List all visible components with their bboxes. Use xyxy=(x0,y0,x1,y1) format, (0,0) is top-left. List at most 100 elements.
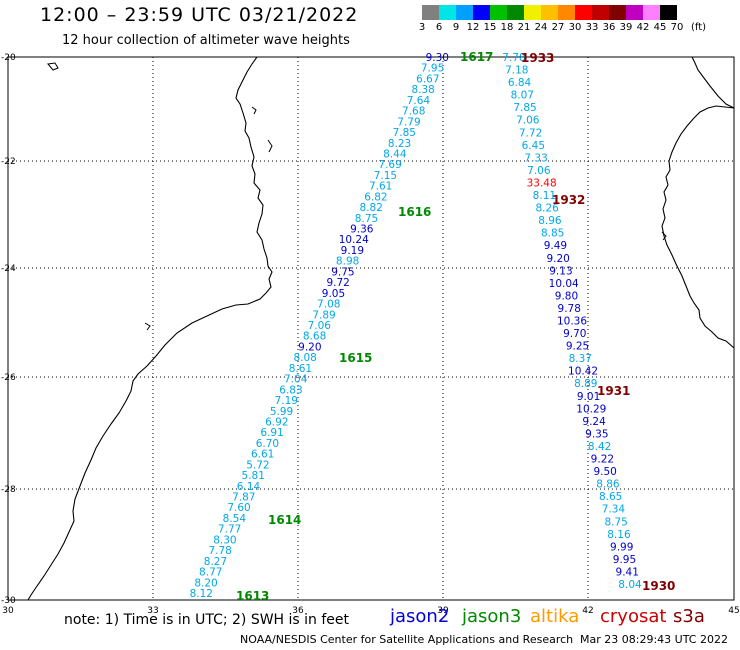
legend-swatch xyxy=(660,5,677,20)
axis-labels: 30 33 36 39 42 45 -20 -22 -24 -26 -28 -30 xyxy=(1,53,740,616)
wave-height-label: 7.18 xyxy=(505,65,528,77)
wave-height-label: 10.24 xyxy=(339,234,369,246)
legend-swatch xyxy=(456,5,473,20)
wave-height-label: 9.50 xyxy=(593,466,616,478)
wave-height-label: 8.42 xyxy=(588,441,611,453)
wave-height-label: 6.14 xyxy=(237,481,261,493)
lon-tick-label: 39 xyxy=(437,606,449,616)
wave-height-label: 8.12 xyxy=(190,588,213,600)
wave-height-label: 9.25 xyxy=(566,341,589,353)
legend-label: 42 xyxy=(636,22,650,33)
coast-detail-1 xyxy=(251,106,257,115)
wave-height-label: 6.84 xyxy=(508,77,532,89)
wave-height-label: 7.72 xyxy=(519,127,542,139)
legend-label: 27 xyxy=(551,22,565,33)
wave-height-label: 7.19 xyxy=(275,395,298,407)
wave-height-label: 8.82 xyxy=(360,202,383,214)
madagascar-islet xyxy=(661,231,667,241)
lon-tick-label: 30 xyxy=(2,606,14,616)
map-frame xyxy=(7,56,735,601)
legend-jason2: jason2 xyxy=(390,606,450,627)
legend-label: 39 xyxy=(619,22,633,33)
wave-height-label: 8.38 xyxy=(411,84,434,96)
pass-time-label: 1932 xyxy=(552,193,585,207)
wave-height-label: 9.30 xyxy=(426,52,449,64)
wave-height-label: 9.05 xyxy=(322,288,345,300)
legend-label: 70 xyxy=(670,22,684,33)
wave-height-label: 7.15 xyxy=(374,170,397,182)
pass-time-label: 1933 xyxy=(521,51,554,65)
pass-time-label: 1931 xyxy=(597,384,630,398)
wave-height-label: 9.70 xyxy=(563,328,586,340)
coast-detail-3 xyxy=(144,322,151,331)
wave-height-label: 8.89 xyxy=(574,378,597,390)
wave-height-label: 7.78 xyxy=(208,545,231,557)
legend-label: 24 xyxy=(534,22,548,33)
wave-height-label: 9.01 xyxy=(577,391,600,403)
wave-height-label: 10.36 xyxy=(557,316,587,328)
wave-height-label: 6.91 xyxy=(260,427,283,439)
wave-height-label: 9.80 xyxy=(555,290,578,302)
wave-height-label: 7.60 xyxy=(227,502,250,514)
wave-height-label: 8.54 xyxy=(223,513,247,525)
wave-height-label: 8.27 xyxy=(204,556,227,568)
pass-time-label: 1613 xyxy=(236,589,269,603)
wave-height-label: 7.68 xyxy=(402,106,425,118)
wave-height-label: 6.82 xyxy=(364,191,387,203)
wave-height-label: 6.45 xyxy=(522,140,545,152)
wave-height-label: 9.20 xyxy=(546,253,569,265)
legend-label: 18 xyxy=(500,22,514,33)
legend-swatch xyxy=(524,5,541,20)
wave-height-label: 7.33 xyxy=(524,152,547,164)
wave-height-label: 33.48 xyxy=(527,177,557,189)
wave-height-label: 5.72 xyxy=(246,459,269,471)
wave-height-label: 7.34 xyxy=(602,504,626,516)
legend-swatch xyxy=(473,5,490,20)
wave-height-label: 7.87 xyxy=(232,492,255,504)
legend-jason3: jason3 xyxy=(462,606,522,627)
wave-height-label: 8.20 xyxy=(194,577,217,589)
legend-swatch xyxy=(541,5,558,20)
legend-unit: (ft) xyxy=(691,22,707,33)
wave-height-label: 9.41 xyxy=(616,566,639,578)
lat-tick-label: -28 xyxy=(1,485,16,495)
legend-cryosat: cryosat xyxy=(600,606,667,627)
wave-height-label: 8.75 xyxy=(355,213,378,225)
wave-height-label: 8.30 xyxy=(213,534,236,546)
legend-swatch xyxy=(626,5,643,20)
wave-height-label: 5.99 xyxy=(270,406,293,418)
legend-label: 3 xyxy=(418,22,426,33)
wave-height-label: 10.29 xyxy=(576,403,606,415)
legend-swatch xyxy=(609,5,626,20)
legend-label: 15 xyxy=(483,22,497,33)
wave-height-label: 7.85 xyxy=(393,127,416,139)
wave-height-label: 6.92 xyxy=(265,416,288,428)
wave-height-label: 7.77 xyxy=(218,524,241,536)
pass-time-label: 1616 xyxy=(398,205,431,219)
wave-height-label: 9.13 xyxy=(549,265,572,277)
wave-height-label: 7.64 xyxy=(407,95,431,107)
legend-s3a: s3a xyxy=(673,606,705,627)
lake-feature xyxy=(47,62,59,71)
wave-height-label: 5.81 xyxy=(242,470,265,482)
wave-height-label: 7.95 xyxy=(421,63,444,75)
legend-swatch xyxy=(439,5,456,20)
madagascar-coastline xyxy=(661,56,735,349)
footer-timestamp: Mar 23 08:29:43 UTC 2022 xyxy=(580,633,728,646)
lat-tick-label: -20 xyxy=(1,53,16,63)
lat-tick-label: -22 xyxy=(1,157,16,167)
legend-label: 36 xyxy=(602,22,616,33)
wave-height-label: 7.06 xyxy=(308,320,332,332)
legend-swatch xyxy=(490,5,507,20)
wave-height-label: 8.75 xyxy=(604,516,627,528)
wave-height-label: 8.68 xyxy=(303,331,326,343)
wave-height-label: 8.23 xyxy=(388,138,411,150)
wave-height-label: 9.20 xyxy=(298,341,321,353)
lon-tick-label: 45 xyxy=(728,606,739,616)
wave-height-label: 9.95 xyxy=(613,554,636,566)
legend-swatch xyxy=(558,5,575,20)
wave-height-label: 8.11 xyxy=(533,190,556,202)
footer-note: note: 1) Time is in UTC; 2) SWH is in fe… xyxy=(64,612,350,628)
wave-height-label: 9.99 xyxy=(610,541,633,553)
